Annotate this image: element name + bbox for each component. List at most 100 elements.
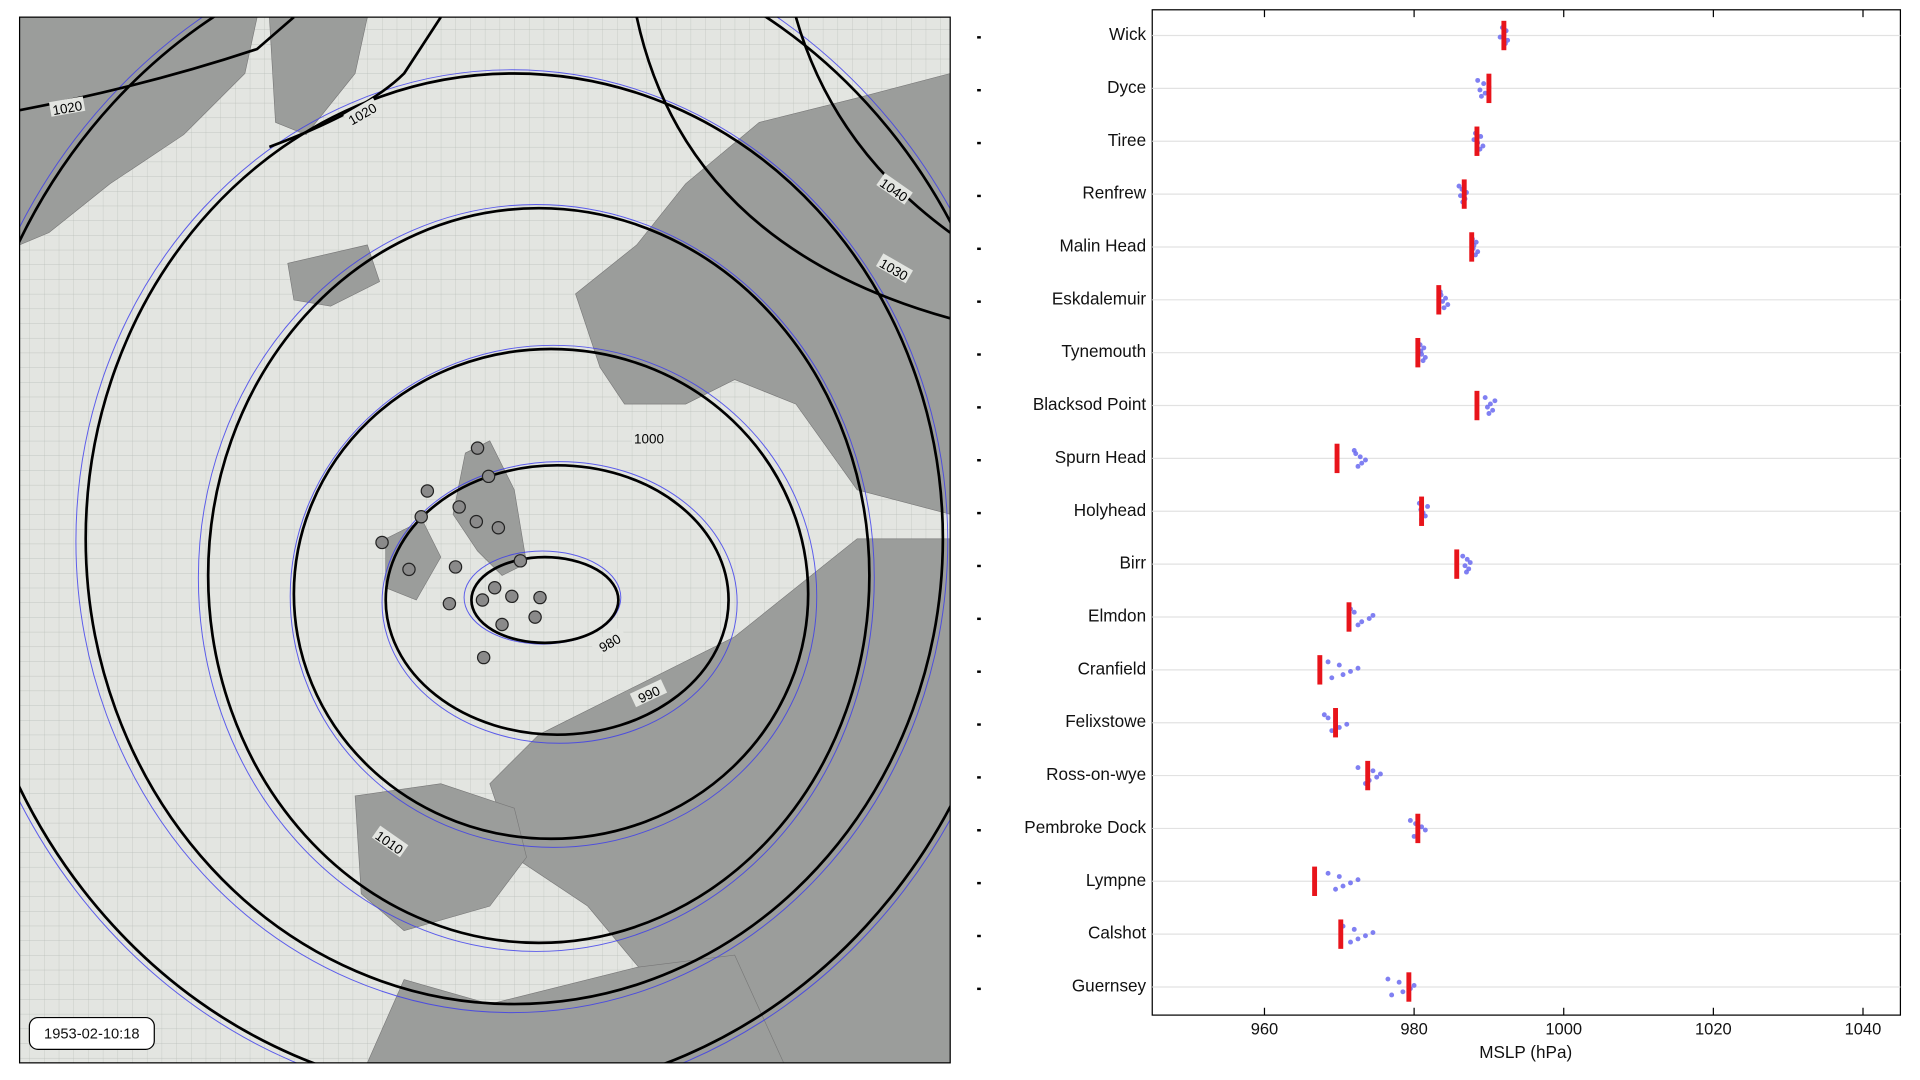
ensemble-point — [1492, 398, 1498, 404]
ensemble-point — [1497, 34, 1503, 40]
stations — [375, 441, 547, 665]
ensemble-point — [1355, 765, 1361, 771]
row-marker — [977, 776, 981, 779]
category-label: Spurn Head — [1055, 447, 1146, 467]
category-label: Holyhead — [1074, 500, 1146, 520]
category-label: Birr — [1119, 553, 1146, 573]
category-label: Guernsey — [1072, 976, 1147, 996]
ensemble-point — [1462, 563, 1468, 569]
ensemble-point — [1490, 407, 1496, 413]
ensemble-point — [1374, 774, 1380, 780]
ensemble-point — [1351, 926, 1357, 932]
row-marker — [977, 934, 981, 938]
ensemble-point — [1348, 880, 1353, 886]
ensemble-point — [1475, 77, 1481, 83]
observed-bar — [1338, 919, 1344, 949]
row-marker — [977, 511, 981, 515]
contour-label-bg — [343, 97, 381, 128]
ensemble-point — [1421, 345, 1427, 351]
observed-bar — [1317, 655, 1323, 685]
ensemble-point — [1484, 404, 1490, 410]
contour-label: 1020 — [51, 98, 83, 118]
row-marker — [977, 723, 981, 726]
ensemble-point — [1355, 622, 1361, 628]
category-label: Felixstowe — [1065, 711, 1146, 731]
ensemble-point — [1505, 37, 1511, 43]
contour-label-bg — [629, 679, 668, 708]
row-marker — [977, 881, 981, 885]
category-label: Blacksod Point — [1033, 394, 1147, 414]
observed-bar — [1469, 232, 1475, 262]
ensemble-point — [1389, 992, 1395, 998]
ensemble-point — [1355, 665, 1361, 671]
category-label: Ross-on-wye — [1046, 764, 1146, 784]
timestamp-box — [28, 1016, 155, 1051]
ensemble-point — [1348, 668, 1353, 674]
row-marker — [977, 617, 981, 621]
contour-label-bg — [876, 172, 913, 205]
observed-bar — [1312, 866, 1318, 896]
ensemble-point — [1440, 298, 1445, 304]
ensemble-point — [1370, 612, 1376, 618]
ensemble-point — [1363, 457, 1368, 463]
ensemble-point — [1464, 556, 1470, 562]
ensemble-point — [1411, 833, 1417, 839]
row-marker — [977, 36, 981, 39]
category-label: Tiree — [1108, 130, 1146, 150]
ensemble-point — [1482, 90, 1488, 96]
observed-bar — [1501, 20, 1507, 51]
ensemble-point — [1357, 454, 1363, 460]
ensemble-point — [1481, 81, 1487, 87]
row-marker — [977, 564, 981, 568]
ensemble-point — [1480, 143, 1486, 149]
ensemble-point — [1321, 712, 1327, 718]
ensemble-point — [1425, 504, 1431, 509]
contour-label: 1000 — [634, 431, 664, 446]
ensemble-point — [1340, 883, 1346, 889]
ensemble-point — [1407, 818, 1413, 823]
ensemble-point — [1422, 355, 1428, 360]
ensemble-point — [1329, 675, 1335, 681]
ensemble-point — [1355, 463, 1361, 469]
category-label: Renfrew — [1082, 183, 1146, 203]
x-tick-label: 980 — [1400, 1020, 1428, 1039]
ensemble-point — [1340, 672, 1346, 678]
category-label: Pembroke Dock — [1024, 817, 1146, 837]
ensemble-point — [1486, 411, 1492, 416]
ensemble-point — [1355, 877, 1361, 883]
ensemble-point — [1344, 721, 1350, 727]
row-marker — [977, 987, 981, 991]
row-marker — [977, 300, 981, 303]
observed-bar — [1436, 285, 1442, 315]
observed-bar — [1474, 126, 1480, 156]
ensemble-point — [1336, 874, 1342, 879]
row-marker — [977, 406, 981, 409]
ensemble-point — [1445, 302, 1451, 308]
timestamp: 1953-02-10:18 — [44, 1026, 140, 1042]
contour-label-bg — [875, 253, 914, 284]
ensemble-point — [1443, 295, 1448, 301]
row-marker — [977, 829, 981, 832]
category-label: Elmdon — [1088, 606, 1146, 626]
ensemble-point — [1475, 249, 1481, 255]
row-marker — [977, 194, 981, 198]
contour-label-bg — [371, 825, 409, 858]
ensemble-point — [1359, 460, 1365, 466]
ensemble-point — [1456, 183, 1462, 189]
observed-bar — [1415, 813, 1421, 844]
ensemble-point — [1466, 566, 1472, 572]
ensemble-point — [1385, 976, 1391, 982]
contour-label-bg — [590, 626, 628, 657]
observed-bar — [1346, 602, 1352, 632]
category-label: Calshot — [1088, 923, 1146, 943]
ensemble-point — [1359, 619, 1365, 625]
ensemble-point — [1325, 870, 1331, 876]
land — [19, 17, 951, 1063]
ensemble-point — [1396, 979, 1402, 985]
ensemble-point — [1400, 989, 1406, 995]
ensemble-point — [1333, 886, 1338, 892]
ensemble-point — [1370, 768, 1376, 774]
ensemble-point — [1351, 609, 1357, 615]
